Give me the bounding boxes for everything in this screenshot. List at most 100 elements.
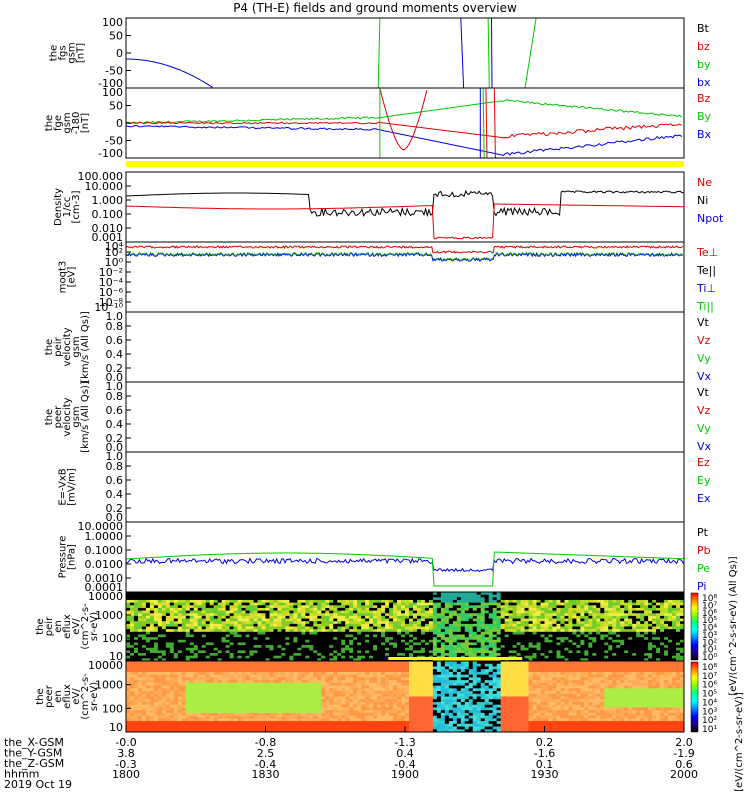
series-bx (126, 124, 683, 157)
colorbar-tick-label: 10⁰ (702, 653, 717, 663)
series-bz (126, 121, 683, 139)
x-row-label: hhmm (4, 768, 39, 781)
y-axis-label: velocity (62, 397, 73, 436)
panels: 100500-50-100100500-50-100100.00010.0001… (78, 16, 685, 734)
x-tick-label-y: 0.4 (396, 747, 414, 760)
legend-vy: Vy (697, 422, 711, 435)
x-tick-label-x: 2.0 (675, 736, 693, 749)
y-tick-label: 0.100 (92, 208, 124, 221)
legend-ne: Ne (697, 176, 712, 189)
y-tick-label: 1.0 (106, 310, 124, 323)
colorbar-tick-label: 10⁷ (702, 672, 717, 682)
y-tick-label: -50 (105, 135, 123, 148)
x-tick-label-z: 0.1 (536, 758, 554, 771)
legend-bt: Bt (697, 22, 710, 35)
y-axis-label: [nT] (80, 113, 91, 133)
series-ni (126, 189, 684, 218)
series-ti-perp (126, 252, 684, 262)
legends: Bt bz by bx Bz By Bx Ne Ni Npot Te⊥ Te|| Ti⊥ Ti|| Vt Vz… (696, 22, 724, 593)
y-tick-label: 10⁻⁸ (99, 296, 124, 309)
y-axis-label: the (44, 409, 55, 425)
plot-area (126, 661, 684, 732)
legend-by: by (697, 58, 711, 71)
colorbars: 10⁸10⁷10⁶10⁵10⁴10³10²10¹10⁰10⁸10⁷10⁶10⁵1… (690, 556, 745, 792)
legend-ey: Ey (697, 474, 711, 487)
plot-area (126, 18, 537, 88)
x-tick-label-x: -0.0 (115, 736, 136, 749)
legend-bx: bx (697, 76, 711, 89)
y-tick-label: 10² (105, 246, 123, 259)
page-title: P4 (TH-E) fields and ground moments over… (233, 1, 517, 15)
x-tick-label-y: 3.8 (117, 747, 135, 760)
legend-te⊥: Te⊥ (696, 246, 718, 259)
y-tick-label: 0.4 (106, 488, 124, 501)
y-tick-label: -100 (98, 77, 123, 90)
y-tick-label: 0.2 (106, 432, 124, 445)
y-tick-label: 1000 (95, 609, 123, 622)
y-axis-label: (cm^2-s- (80, 673, 91, 720)
x-row-label: the_X-GSM (4, 736, 64, 749)
legend-ez: Ez (697, 456, 710, 469)
panel-frame (125, 381, 685, 453)
y-axis-label: (cm^2-s- (80, 603, 91, 650)
x-tick-label-time: 1900 (391, 768, 419, 781)
y-axis-label: sr-eV) (89, 612, 100, 641)
colorbar-tick-label: 10⁸ (702, 663, 717, 673)
plot-area (126, 551, 684, 587)
panel-frame (125, 171, 685, 243)
y-labels: thefgsgsm[nT]thefgegsm-180[nT]Density1/c… (35, 42, 100, 719)
series-ne (126, 203, 684, 240)
y-axis-label: eflux (62, 614, 73, 639)
colorbar-tick-label: 10⁷ (702, 601, 717, 611)
panel-efield: 1.00.80.60.40.20.0 (106, 450, 685, 524)
y-axis-label: en (53, 620, 64, 633)
y-axis-label: [nPa] (67, 544, 78, 570)
plot-area (126, 592, 684, 661)
colorbar-gradient (690, 592, 699, 661)
x-tick-label-x: 0.2 (536, 736, 554, 749)
colorbar-tick-label: 10⁶ (702, 681, 717, 691)
legend-vt: Vt (697, 316, 710, 329)
legend-ex: Ex (697, 492, 711, 505)
panel-frame (125, 451, 685, 523)
series-bz-edge (485, 88, 488, 158)
colorbar-tick-label: 10⁵ (702, 616, 717, 626)
y-axis-label: fge (53, 115, 64, 131)
panel-peer-velocity: 1.00.80.60.40.20.0 (106, 380, 685, 454)
y-tick-label: 0.2 (106, 362, 124, 375)
y-tick-label: 100 (102, 16, 123, 29)
legend-npot: Npot (697, 212, 724, 225)
legend-bz: bz (697, 40, 710, 53)
y-tick-label: 10⁻⁴ (99, 276, 124, 289)
series-by (126, 99, 683, 125)
y-axis-label: -180 (71, 112, 82, 135)
y-axis-label: gsm (71, 406, 82, 427)
y-axis-label: [nT] (76, 43, 87, 63)
legend-vy: Vy (697, 352, 711, 365)
y-axis-label: the (44, 115, 55, 131)
y-tick-label: 10⁻¹⁰ (94, 301, 123, 314)
y-axis-label: the (35, 618, 46, 634)
series-by-rise (524, 18, 537, 88)
y-axis-label: the (44, 339, 55, 355)
y-tick-label: 10.0000 (78, 520, 124, 533)
y-tick-label: -50 (105, 65, 123, 78)
y-tick-label: 0.0 (106, 441, 124, 454)
y-tick-label: 0.6 (106, 474, 124, 487)
y-axis-label: sr-eV) (89, 682, 100, 711)
y-axis-label: en (53, 690, 64, 703)
y-axis-label: peir (44, 616, 55, 636)
y-tick-label: 100 (102, 86, 123, 99)
y-axis-label: peir (53, 336, 64, 356)
y-axis-label: [km/s (All Qs)] (80, 381, 91, 453)
x-tick-label-x: -1.3 (394, 736, 415, 749)
y-axis-label: [mV/m] (67, 468, 78, 506)
y-tick-label: 10⁴ (105, 240, 124, 253)
colorbar-tick-label: 10⁶ (702, 609, 717, 619)
y-axis-label: Pressure (58, 536, 69, 579)
series-te-perp (126, 245, 684, 254)
colorbar-tick-label: 10⁸ (702, 594, 717, 604)
